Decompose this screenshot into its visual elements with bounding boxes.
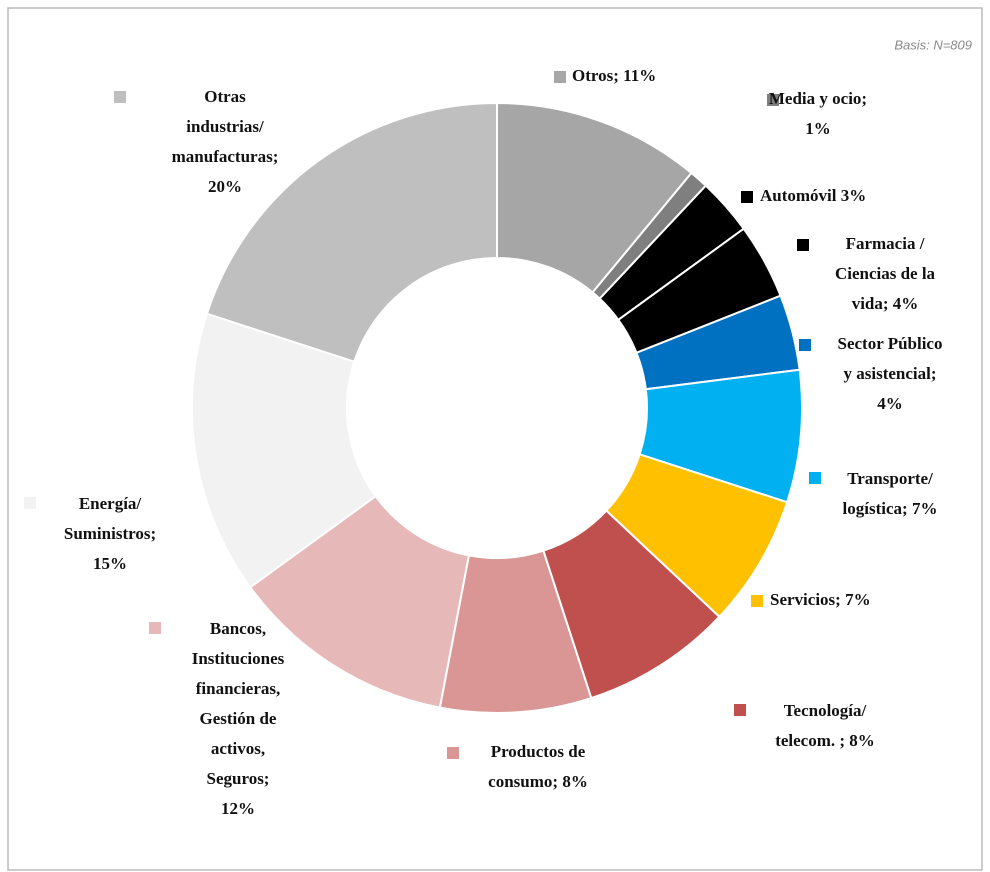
slice-label: Sector Público	[838, 334, 943, 353]
slice-label: consumo; 8%	[488, 772, 588, 791]
slice-label: vida; 4%	[852, 294, 919, 313]
legend-swatch	[799, 339, 811, 351]
slice-label: Media y ocio;	[769, 89, 867, 108]
slice-label: Automóvil 3%	[760, 186, 866, 205]
slice-label: Gestión de	[200, 709, 277, 728]
slice-label: Otras	[204, 87, 246, 106]
note: Basis: N=809	[894, 37, 972, 52]
slice-label: Bancos,	[210, 619, 266, 638]
slice-label: Energía/	[79, 494, 142, 513]
slice-label: Ciencias de la	[835, 264, 936, 283]
legend-swatch	[767, 94, 779, 106]
slice-label: 20%	[208, 177, 242, 196]
slice	[205, 101, 498, 363]
slice-label: y asistencial;	[843, 364, 936, 383]
slice-label: Seguros;	[207, 769, 270, 788]
slice-label: Instituciones	[192, 649, 285, 668]
slice-label: Productos de	[491, 742, 586, 761]
legend-swatch	[24, 497, 36, 509]
slice-label: 12%	[221, 799, 255, 818]
slice	[191, 312, 378, 589]
slice-label: 1%	[805, 119, 831, 138]
slice-label: Otros; 11%	[572, 66, 656, 85]
slice-label: financieras,	[196, 679, 281, 698]
legend-swatch	[554, 71, 566, 83]
slice-label: 4%	[877, 394, 903, 413]
slice-label: 15%	[93, 554, 127, 573]
legend-swatch	[149, 622, 161, 634]
slice-label: Tecnología/	[784, 701, 867, 720]
slice-label: Suministros;	[64, 524, 156, 543]
slice-label: logística; 7%	[843, 499, 938, 518]
slice-label: manufacturas;	[172, 147, 279, 166]
slice-label: Servicios; 7%	[770, 590, 871, 609]
legend-swatch	[797, 239, 809, 251]
legend-swatch	[447, 747, 459, 759]
slice-label: Farmacia /	[846, 234, 925, 253]
slice-label: activos,	[211, 739, 265, 758]
legend-swatch	[809, 472, 821, 484]
legend-swatch	[741, 191, 753, 203]
slice-label: Transporte/	[847, 469, 933, 488]
legend-swatch	[734, 704, 746, 716]
slice-label: telecom. ; 8%	[775, 731, 875, 750]
legend-swatch	[751, 595, 763, 607]
legend-swatch	[114, 91, 126, 103]
slice-label: industrias/	[186, 117, 264, 136]
